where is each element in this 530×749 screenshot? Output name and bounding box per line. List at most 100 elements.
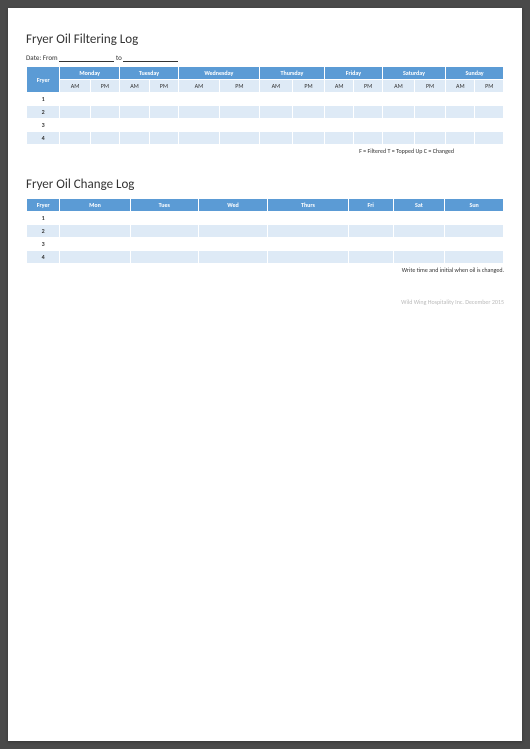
cell[interactable] — [149, 93, 178, 106]
cell[interactable] — [354, 106, 382, 119]
cell[interactable] — [354, 93, 382, 106]
cell[interactable] — [292, 106, 324, 119]
cell[interactable] — [120, 106, 150, 119]
cell[interactable] — [445, 225, 504, 238]
cell[interactable] — [475, 132, 504, 145]
cell[interactable] — [414, 106, 445, 119]
cell[interactable] — [325, 93, 354, 106]
cell[interactable] — [60, 106, 90, 119]
col-am: AM — [120, 80, 150, 93]
cell[interactable] — [90, 119, 119, 132]
cell[interactable] — [90, 132, 119, 145]
cell[interactable] — [354, 119, 382, 132]
col-pm: PM — [414, 80, 445, 93]
cell[interactable] — [268, 225, 349, 238]
cell[interactable] — [149, 132, 178, 145]
cell[interactable] — [348, 238, 393, 251]
cell[interactable] — [446, 119, 475, 132]
cell[interactable] — [382, 119, 414, 132]
cell[interactable] — [475, 93, 504, 106]
cell[interactable] — [446, 93, 475, 106]
date-to-blank[interactable] — [123, 55, 178, 62]
col-pm: PM — [475, 80, 504, 93]
cell[interactable] — [130, 251, 198, 264]
cell[interactable] — [130, 238, 198, 251]
cell[interactable] — [268, 212, 349, 225]
cell[interactable] — [60, 251, 130, 264]
cell[interactable] — [259, 106, 292, 119]
cell[interactable] — [445, 238, 504, 251]
change-section: Fryer Oil Change Log Fryer Mon Tues Wed … — [26, 177, 504, 274]
cell[interactable] — [60, 238, 130, 251]
cell[interactable] — [382, 132, 414, 145]
cell[interactable] — [292, 93, 324, 106]
cell[interactable] — [259, 132, 292, 145]
cell[interactable] — [219, 106, 259, 119]
cell[interactable] — [219, 93, 259, 106]
cell[interactable] — [393, 225, 445, 238]
cell[interactable] — [414, 93, 445, 106]
fryer-num: 2 — [27, 106, 60, 119]
cell[interactable] — [414, 119, 445, 132]
cell[interactable] — [475, 119, 504, 132]
cell[interactable] — [120, 93, 150, 106]
cell[interactable] — [382, 106, 414, 119]
cell[interactable] — [325, 119, 354, 132]
cell[interactable] — [198, 251, 267, 264]
cell[interactable] — [325, 132, 354, 145]
cell[interactable] — [268, 238, 349, 251]
cell[interactable] — [348, 212, 393, 225]
cell[interactable] — [130, 225, 198, 238]
cell[interactable] — [178, 106, 219, 119]
cell[interactable] — [60, 212, 130, 225]
cell[interactable] — [292, 119, 324, 132]
cell[interactable] — [292, 132, 324, 145]
cell[interactable] — [60, 132, 90, 145]
cell[interactable] — [259, 93, 292, 106]
cell[interactable] — [325, 106, 354, 119]
cell[interactable] — [393, 238, 445, 251]
cell[interactable] — [120, 119, 150, 132]
filtering-legend: F = Filtered T = Topped Up C = Changed — [26, 147, 504, 155]
cell[interactable] — [130, 212, 198, 225]
change-title: Fryer Oil Change Log — [26, 177, 504, 192]
col-pm: PM — [354, 80, 382, 93]
cell[interactable] — [149, 119, 178, 132]
cell[interactable] — [348, 225, 393, 238]
cell[interactable] — [198, 225, 267, 238]
cell[interactable] — [219, 132, 259, 145]
cell[interactable] — [219, 119, 259, 132]
cell[interactable] — [414, 132, 445, 145]
table-row: 3 — [27, 119, 504, 132]
cell[interactable] — [354, 132, 382, 145]
cell[interactable] — [149, 106, 178, 119]
cell[interactable] — [60, 93, 90, 106]
cell[interactable] — [90, 106, 119, 119]
col-pm: PM — [90, 80, 119, 93]
cell[interactable] — [445, 251, 504, 264]
cell[interactable] — [60, 119, 90, 132]
cell[interactable] — [348, 251, 393, 264]
date-from-blank[interactable] — [59, 55, 114, 62]
col-day: Thurs — [268, 199, 349, 212]
date-line: Date: From to — [26, 53, 504, 62]
cell[interactable] — [178, 132, 219, 145]
cell[interactable] — [382, 93, 414, 106]
cell[interactable] — [268, 251, 349, 264]
cell[interactable] — [446, 132, 475, 145]
table-row: 2 — [27, 225, 504, 238]
cell[interactable] — [198, 212, 267, 225]
cell[interactable] — [178, 93, 219, 106]
cell[interactable] — [259, 119, 292, 132]
cell[interactable] — [198, 238, 267, 251]
cell[interactable] — [90, 93, 119, 106]
cell[interactable] — [393, 251, 445, 264]
col-am: AM — [446, 80, 475, 93]
cell[interactable] — [178, 119, 219, 132]
cell[interactable] — [446, 106, 475, 119]
cell[interactable] — [60, 225, 130, 238]
cell[interactable] — [120, 132, 150, 145]
cell[interactable] — [393, 212, 445, 225]
cell[interactable] — [445, 212, 504, 225]
cell[interactable] — [475, 106, 504, 119]
